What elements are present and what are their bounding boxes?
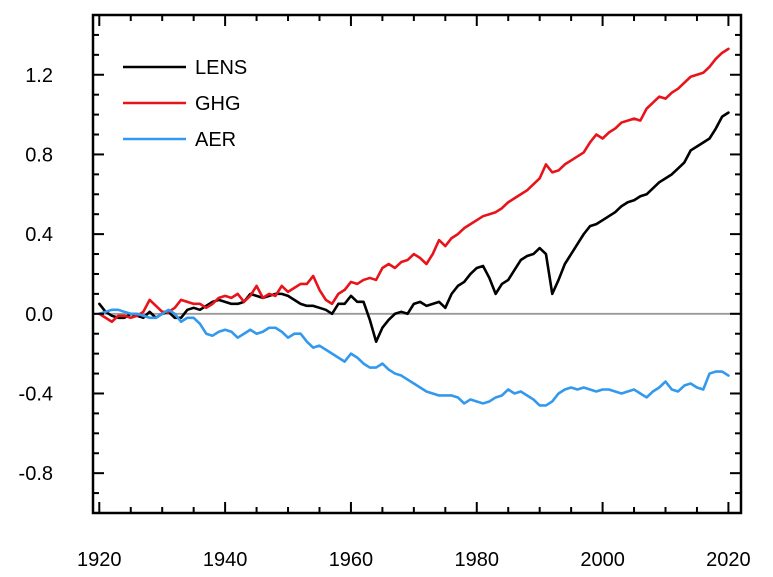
tick-label-layer: 1920 1940 1960 1980 2000 2020 1.2 0.8 0.4 0.0 -0.4… bbox=[19, 65, 751, 571]
legend-label-aer: AER bbox=[195, 129, 236, 151]
y-tick-label: -0.4 bbox=[19, 383, 53, 405]
series-line-aer bbox=[97, 308, 730, 407]
plot-frame bbox=[91, 13, 743, 515]
x-tick-label: 1960 bbox=[329, 549, 374, 571]
x-tick-label: 1920 bbox=[77, 549, 122, 571]
x-tick-label: 1940 bbox=[203, 549, 248, 571]
legend-label-ghg: GHG bbox=[195, 93, 241, 115]
x-tick-label: 2020 bbox=[706, 549, 751, 571]
series-line-lens bbox=[97, 111, 730, 343]
y-tick-label: 0.0 bbox=[25, 304, 53, 326]
y-tick-label: 0.4 bbox=[25, 224, 53, 246]
series-layer bbox=[97, 47, 730, 407]
legend-label-lens: LENS bbox=[195, 57, 247, 79]
y-tick-label: 0.8 bbox=[25, 144, 53, 166]
x-tick-label: 1980 bbox=[455, 549, 500, 571]
series-line-ghg bbox=[97, 47, 730, 324]
x-tick-label: 2000 bbox=[580, 549, 625, 571]
tick-layer bbox=[93, 15, 741, 513]
y-tick-label: -0.8 bbox=[19, 463, 53, 485]
y-tick-label: 1.2 bbox=[25, 65, 53, 87]
legend: LENS GHG AER bbox=[123, 57, 247, 151]
